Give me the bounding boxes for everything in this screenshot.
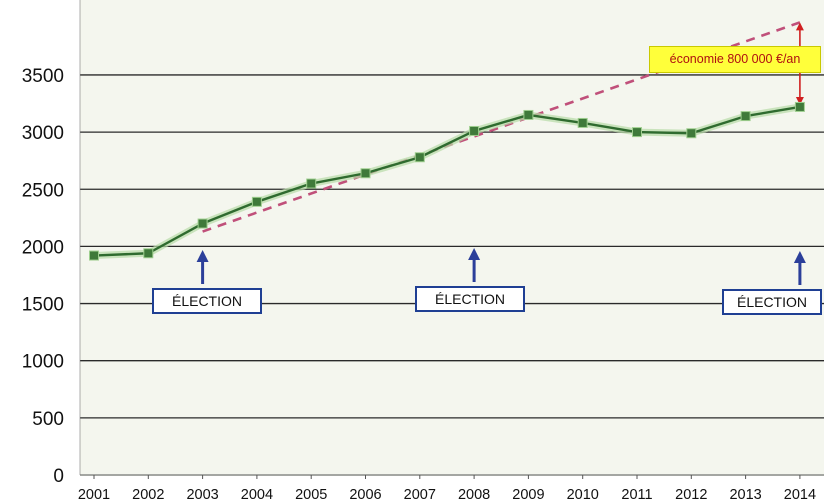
- election-label-2003: ÉLECTION: [152, 288, 262, 314]
- data-point: [740, 111, 751, 122]
- election-label-2008: ÉLECTION: [415, 286, 525, 312]
- y-tick-label: 0: [53, 466, 64, 487]
- data-point: [414, 152, 425, 163]
- y-tick-label: 3000: [22, 123, 64, 144]
- x-tick-label: 2013: [729, 487, 761, 503]
- election-arrows: [196, 248, 806, 285]
- data-point: [577, 117, 588, 128]
- data-point: [686, 128, 697, 139]
- y-tick-label: 500: [32, 409, 64, 430]
- x-tick-label: 2006: [349, 487, 381, 503]
- data-point: [469, 125, 480, 136]
- x-axis-ticks: 2001 2002 2003 2004 2005 2006 2007 2008 2009 2010…: [78, 475, 816, 503]
- savings-arrow-head-down: [795, 96, 804, 105]
- x-tick-label: 2003: [186, 487, 218, 503]
- x-tick-label: 2010: [567, 487, 599, 503]
- x-tick-label: 2005: [295, 487, 327, 503]
- data-point: [360, 168, 371, 179]
- election-label-2014: ÉLECTION: [722, 289, 822, 315]
- savings-arrow-head-up: [795, 22, 804, 31]
- series-group: [89, 21, 805, 261]
- x-tick-label: 2008: [458, 487, 490, 503]
- data-point: [523, 109, 534, 120]
- data-point: [794, 101, 805, 112]
- y-tick-label: 2000: [22, 237, 64, 258]
- election-arrow-head: [196, 250, 209, 262]
- y-tick-label: 1000: [22, 352, 64, 373]
- data-point: [632, 127, 642, 138]
- y-tick-label: 2500: [22, 180, 64, 201]
- y-tick-label: 3500: [22, 66, 64, 87]
- savings-callout: économie 800 000 €/an: [649, 46, 821, 73]
- x-tick-label: 2009: [512, 487, 544, 503]
- x-tick-label: 2007: [404, 487, 436, 503]
- x-tick-label: 2001: [78, 487, 110, 503]
- data-point: [143, 248, 154, 259]
- plot-area: [80, 0, 824, 476]
- y-tick-label: 1500: [22, 295, 64, 316]
- x-tick-label: 2002: [132, 487, 164, 503]
- x-tick-label: 2012: [675, 487, 707, 503]
- election-arrow-head: [468, 248, 481, 260]
- y-axis-ticks: 0 500 1000 1500 2000 2500 3000 3500: [22, 66, 64, 487]
- series-line: [93, 105, 801, 257]
- x-tick-label: 2011: [621, 487, 652, 503]
- data-point: [89, 250, 99, 261]
- data-point: [251, 196, 262, 207]
- x-tick-label: 2004: [241, 487, 273, 503]
- x-tick-label: 2014: [784, 487, 816, 503]
- election-arrow-head: [793, 251, 806, 263]
- data-point: [306, 178, 317, 189]
- data-point: [197, 218, 208, 229]
